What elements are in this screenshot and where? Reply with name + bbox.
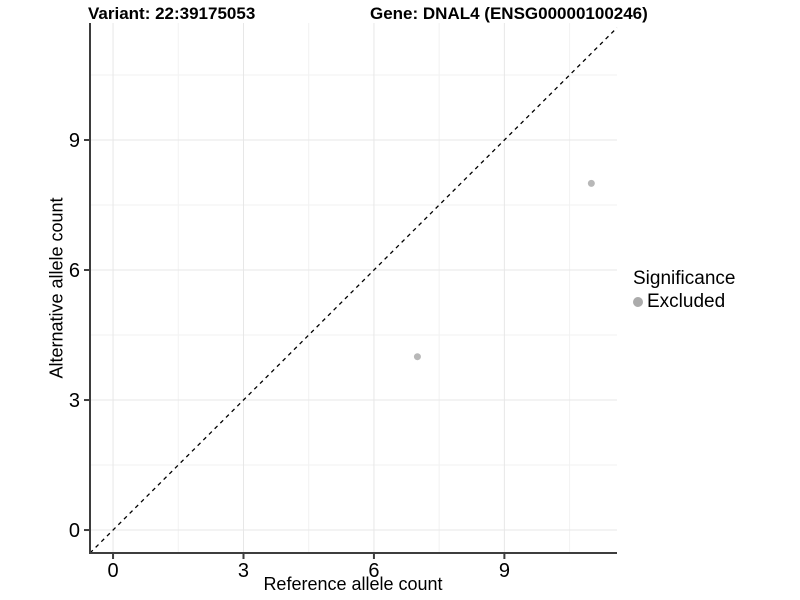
y-tick-label: 6 xyxy=(69,260,80,282)
y-tick-label: 9 xyxy=(69,130,80,152)
y-axis-title: Alternative allele count xyxy=(46,197,67,379)
plot-title-variant: Variant: 22:39175053 xyxy=(88,4,256,23)
legend-point-icon xyxy=(633,296,643,307)
y-tick-label: 3 xyxy=(69,390,80,412)
identity-line xyxy=(89,27,618,554)
data-point xyxy=(413,353,421,361)
x-tick-label: 3 xyxy=(238,560,249,582)
x-axis-title: Reference allele count xyxy=(263,574,443,594)
x-tick-label: 6 xyxy=(368,560,379,582)
y-tick-label: 0 xyxy=(69,520,80,542)
data-point xyxy=(587,179,595,187)
legend: Significance Excluded xyxy=(633,268,735,312)
legend-item-label: Excluded xyxy=(647,291,726,312)
legend-item-excluded: Excluded xyxy=(633,291,735,312)
plot-title-gene: Gene: DNAL4 (ENSG00000100246) xyxy=(370,4,648,23)
x-tick-label: 9 xyxy=(499,560,510,582)
x-tick-label: 0 xyxy=(107,560,118,582)
legend-title: Significance xyxy=(633,268,736,289)
